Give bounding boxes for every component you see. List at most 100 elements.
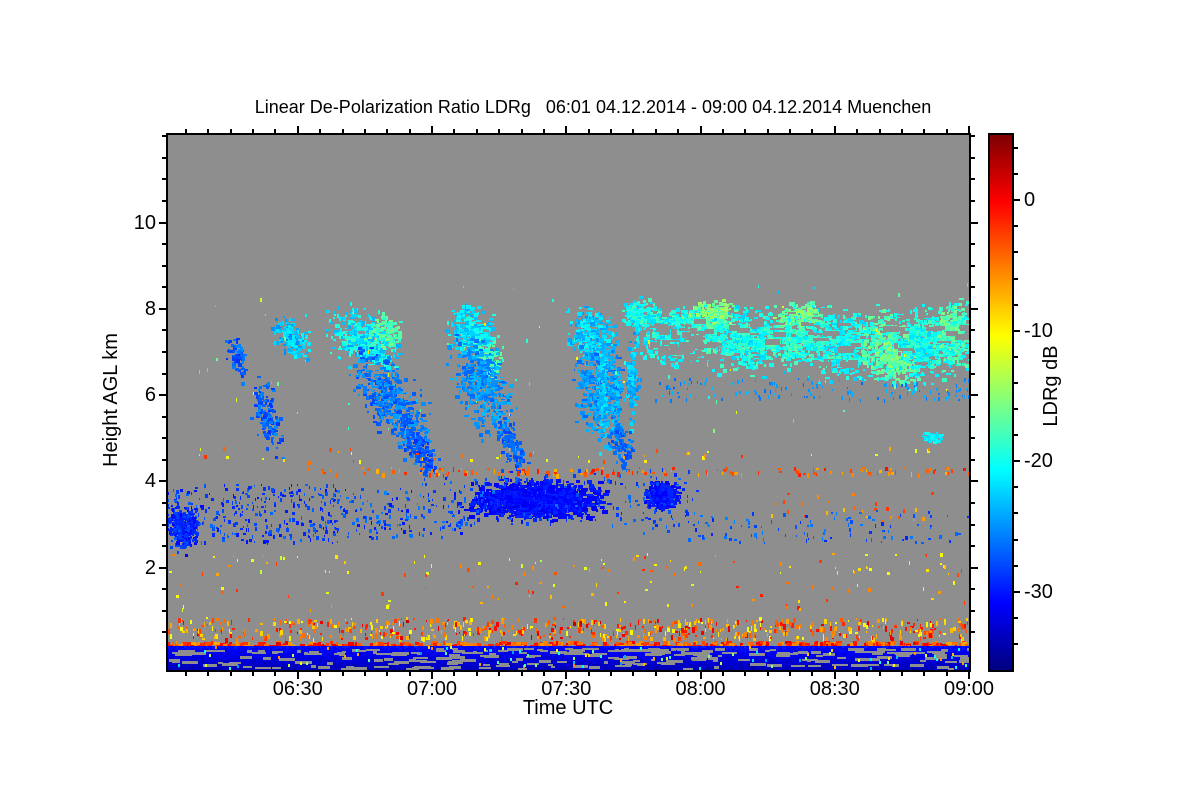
y-axis-tick (971, 501, 975, 504)
x-axis-tick (587, 672, 590, 676)
x-axis-tick (587, 129, 590, 133)
x-axis-tick (296, 126, 299, 133)
y-axis-tick (162, 178, 166, 181)
y-axis-tick (971, 480, 978, 483)
y-axis-tick (159, 480, 166, 483)
y-axis-tick (971, 631, 975, 634)
colorbar-tick (1014, 303, 1018, 306)
y-axis-tick (159, 566, 166, 569)
y-axis-tick (159, 307, 166, 310)
x-axis-tick (856, 129, 859, 133)
x-axis-tick (252, 672, 254, 676)
y-axis-tick (971, 458, 975, 461)
x-axis-tick (699, 672, 702, 679)
x-axis-tick (878, 672, 881, 676)
heatmap-canvas (168, 135, 969, 670)
x-axis-tick (610, 672, 612, 676)
y-axis-tick (162, 501, 166, 504)
y-axis-tick (971, 394, 978, 397)
x-axis-tick (408, 129, 411, 133)
x-axis-tick (811, 672, 814, 676)
x-axis-tick (923, 129, 926, 133)
x-axis-tick (789, 672, 791, 676)
x-axis-tick (341, 129, 344, 133)
y-axis-tick (971, 178, 975, 181)
colorbar-tick (1014, 277, 1018, 280)
x-axis-tick (744, 129, 747, 133)
y-axis-tick (162, 286, 166, 289)
colorbar-tick (1014, 590, 1020, 593)
colorbar-tick (1014, 408, 1018, 411)
x-axis-tick (274, 129, 277, 133)
x-axis-tick (319, 129, 322, 133)
y-axis-tick (162, 199, 166, 202)
x-tick-label: 09:00 (943, 678, 995, 700)
y-axis-tick (971, 566, 978, 569)
x-axis-tick (833, 672, 836, 679)
colorbar-tick (1014, 329, 1020, 332)
y-axis-tick (971, 243, 975, 246)
heatmap-plot-frame (166, 133, 971, 672)
y-axis-tick (159, 221, 166, 224)
x-tick-label: 06:30 (272, 678, 323, 700)
x-axis-tick (945, 672, 948, 676)
colorbar-tick (1014, 381, 1018, 384)
colorbar-tick-label: -30 (1024, 580, 1053, 603)
y-axis-tick (162, 415, 166, 418)
y-tick-label: 6 (144, 384, 156, 407)
y-tick-label: 10 (133, 211, 156, 234)
x-axis-tick (229, 672, 232, 676)
y-axis-tick (971, 415, 975, 418)
x-axis-tick (632, 672, 635, 676)
colorbar-tick-label: -20 (1024, 450, 1053, 473)
colorbar-tick (1014, 173, 1018, 176)
x-tick-label: 08:00 (675, 678, 726, 700)
x-axis-tick (252, 129, 254, 133)
colorbar-tick-label: 0 (1024, 189, 1036, 212)
y-axis-tick (971, 609, 975, 612)
x-axis-tick (453, 129, 456, 133)
y-axis-tick (162, 156, 166, 159)
y-axis-tick (162, 609, 166, 612)
x-axis-tick (766, 129, 769, 133)
y-axis-tick (971, 523, 975, 526)
x-axis-tick (721, 672, 724, 676)
x-axis-tick (184, 129, 187, 133)
colorbar-tick-label: -10 (1024, 319, 1053, 342)
y-axis-tick (971, 437, 975, 440)
x-axis-tick (610, 129, 612, 133)
x-axis-tick (565, 126, 568, 133)
x-tick-label: 08:30 (809, 678, 860, 700)
x-axis-tick (632, 129, 635, 133)
y-axis-tick (162, 545, 166, 548)
x-axis-tick (699, 126, 702, 133)
colorbar-tick (1014, 225, 1018, 228)
x-axis-tick (520, 129, 523, 133)
y-tick-label: 2 (144, 556, 156, 579)
x-axis-tick (542, 129, 545, 133)
x-axis-tick (520, 672, 523, 676)
y-axis-tick (162, 458, 166, 461)
y-axis-tick (162, 437, 166, 440)
y-axis-tick (971, 199, 975, 202)
y-axis-tick (971, 135, 975, 138)
x-axis-tick (811, 129, 814, 133)
x-axis-tick (878, 129, 881, 133)
x-axis-tick (900, 672, 903, 676)
y-axis-tick (971, 307, 978, 310)
colorbar-label: LDRg dB (1040, 345, 1062, 427)
colorbar-tick (1014, 199, 1020, 202)
x-axis-tick (968, 672, 970, 679)
plot-title: Linear De-Polarization Ratio LDRg 06:01 … (254, 97, 932, 117)
x-axis-tick (744, 672, 747, 676)
y-axis-tick (971, 588, 975, 591)
colorbar-tick (1014, 355, 1018, 358)
colorbar-canvas (990, 135, 1012, 670)
colorbar-tick (1014, 460, 1020, 463)
colorbar-tick (1014, 616, 1018, 619)
y-axis-tick (971, 545, 975, 548)
colorbar-tick (1014, 642, 1018, 645)
x-axis-tick (363, 129, 366, 133)
y-axis-tick (162, 372, 166, 375)
